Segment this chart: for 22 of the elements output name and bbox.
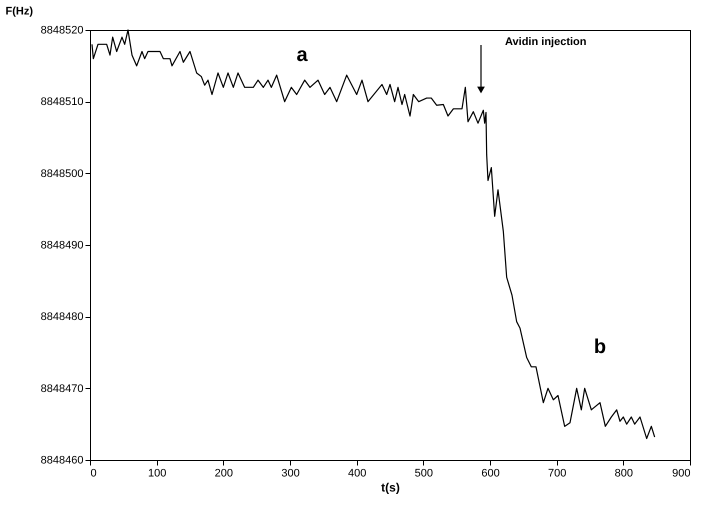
x-tick-label: 300	[281, 468, 300, 480]
x-tick-label: 700	[548, 468, 566, 480]
x-tick-label: 100	[148, 468, 166, 480]
x-tick-label: 600	[481, 468, 500, 480]
y-tick-label: 8848520	[40, 24, 84, 36]
x-tick-label: 900	[672, 468, 690, 480]
annotation: b	[594, 336, 606, 358]
y-tick-label: 8848480	[40, 311, 84, 324]
x-axis-title: t(s)	[381, 480, 400, 494]
y-tick-label: 8848510	[40, 96, 84, 108]
x-tick-label: 200	[214, 468, 234, 480]
y-tick-label: 8848460	[40, 454, 84, 466]
x-tick-label: 0	[90, 468, 97, 480]
x-tick-label: 800	[614, 468, 634, 480]
annotation: a	[296, 44, 308, 66]
y-axis-title: F(Hz)	[6, 6, 34, 18]
y-tick-label: 8848490	[40, 240, 84, 252]
y-tick-label: 8848470	[40, 382, 84, 395]
y-tick-label: 8848500	[40, 168, 84, 180]
x-tick-label: 500	[414, 468, 434, 480]
x-tick-label: 400	[348, 468, 366, 480]
annotation: Avidin injection	[505, 36, 587, 48]
